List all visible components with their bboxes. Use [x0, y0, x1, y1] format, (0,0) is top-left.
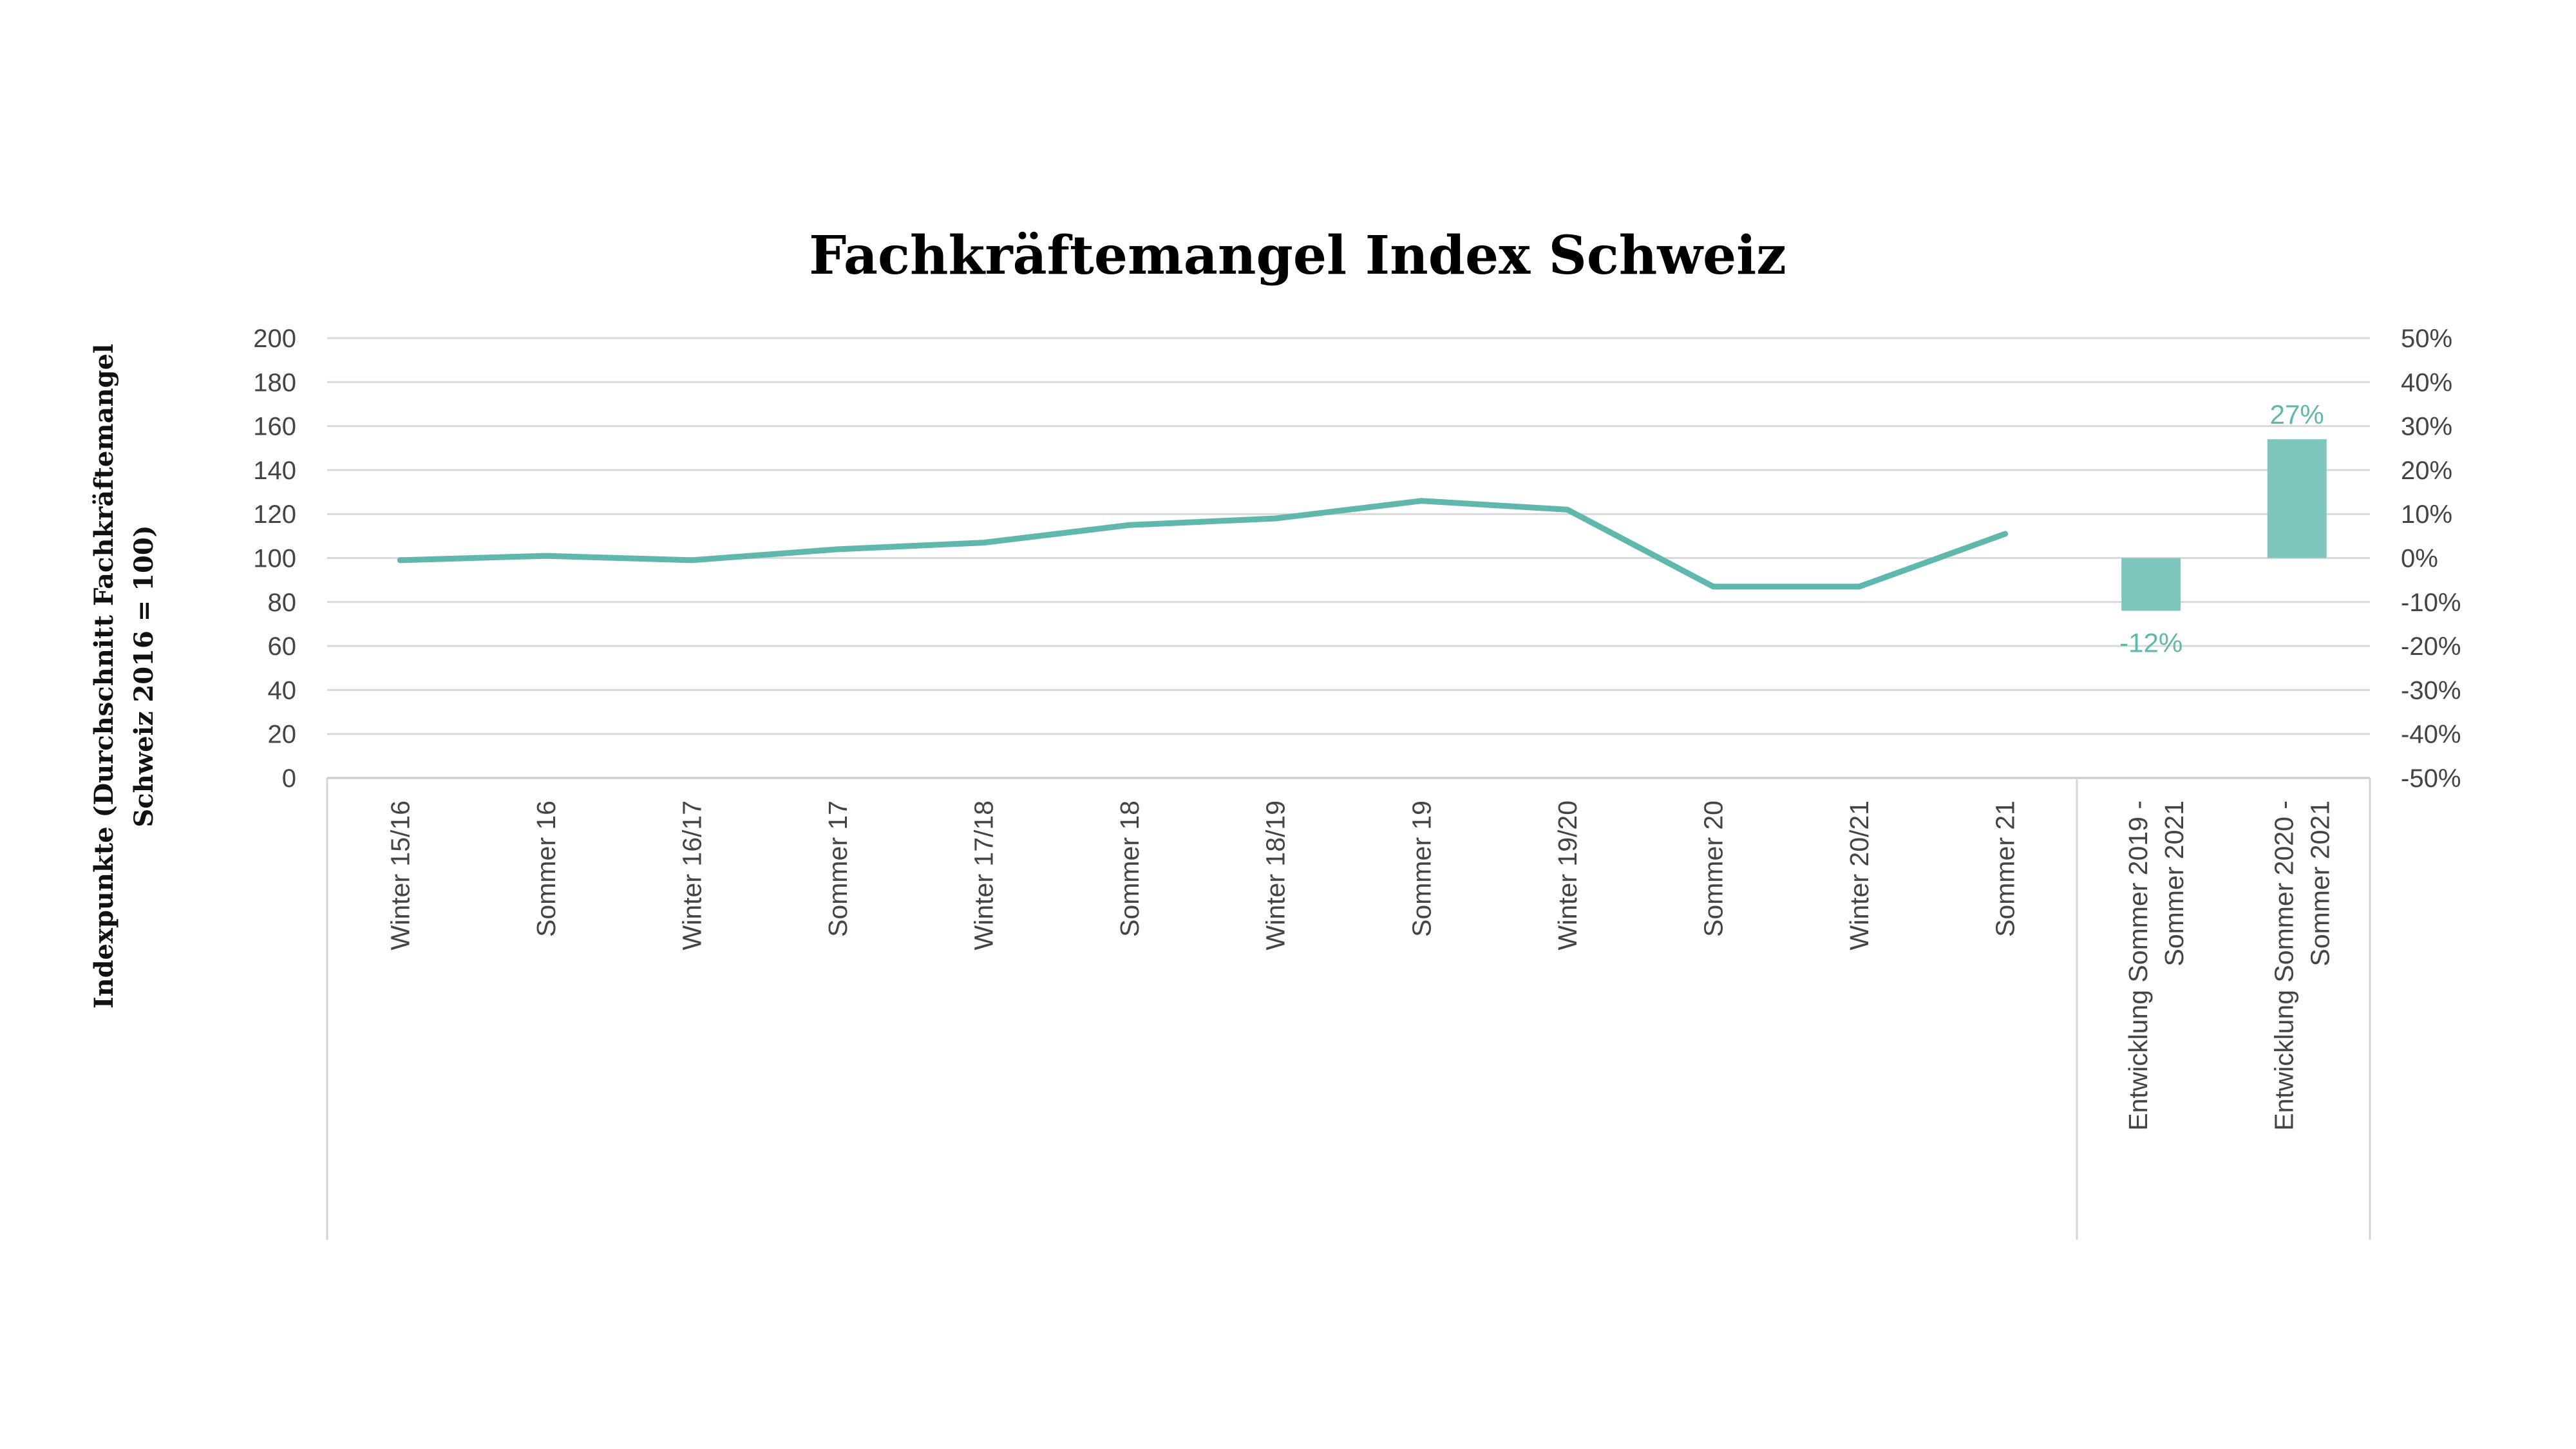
left-axis-ticks: 0 20 40 60 80 100 120 140 160 180 200: [253, 325, 296, 793]
y-tick-label: 80: [268, 589, 297, 617]
y-tick-label: 20: [268, 721, 297, 749]
category-label: Sommer 17: [823, 800, 853, 937]
bar-data-label: -12%: [2119, 627, 2183, 658]
category-label: Winter 16/17: [677, 800, 706, 950]
y-tick-label: 180: [253, 368, 296, 397]
y-axis-label-line-1: Indexpunkte (Durchschnitt Fachkräftemang…: [89, 344, 119, 1009]
category-label: Sommer 20: [1698, 800, 1728, 937]
y2-tick-label: 20%: [2401, 457, 2452, 485]
y2-tick-label: -40%: [2401, 721, 2461, 749]
category-label: Winter 18/19: [1261, 800, 1291, 950]
data-point: [2004, 533, 2006, 535]
category-frame: [326, 778, 2371, 1240]
y-tick-label: 160: [253, 413, 296, 441]
right-axis-ticks: -50% -40% -30% -20% -10% 0% 10% 20% 30% 40% 50%: [2401, 325, 2461, 793]
category-label: Winter 19/20: [1553, 800, 1582, 950]
change-bar: [2121, 558, 2181, 611]
y2-tick-label: -30%: [2401, 676, 2461, 705]
y2-tick-label: -10%: [2401, 589, 2461, 617]
y-tick-label: 60: [268, 632, 297, 661]
y2-tick-label: -20%: [2401, 632, 2461, 661]
bar-category-label: Sommer 2021: [2159, 800, 2189, 967]
data-point: [691, 559, 693, 561]
bar-category-label: Sommer 2021: [2306, 800, 2335, 967]
data-point: [837, 548, 838, 550]
category-label: Sommer 16: [531, 800, 561, 937]
chart-title: Fachkräftemangel Index Schweiz: [809, 225, 1786, 287]
data-point: [1859, 585, 1860, 587]
category-label: Sommer 19: [1406, 800, 1436, 937]
category-label: Sommer 21: [1991, 800, 2020, 937]
data-point: [545, 555, 547, 557]
y2-tick-label: 40%: [2401, 368, 2452, 397]
y2-tick-label: 30%: [2401, 413, 2452, 441]
change-bars: -12% 27%: [2119, 399, 2327, 658]
y-tick-label: 200: [253, 325, 296, 353]
y2-tick-label: 0%: [2401, 545, 2438, 573]
data-point: [399, 559, 401, 561]
category-label: Winter 15/16: [385, 800, 415, 950]
category-label: Winter 20/21: [1844, 800, 1874, 950]
category-label: Sommer 18: [1115, 800, 1144, 937]
index-series: [397, 498, 2009, 590]
y-tick-label: 0: [282, 764, 296, 793]
y2-tick-label: -50%: [2401, 764, 2461, 793]
category-labels: Winter 15/16 Sommer 16 Winter 16/17 Sommer …: [385, 800, 2334, 1131]
y-tick-label: 40: [268, 676, 297, 705]
bar-category-label: Entwicklung Sommer 2019 -: [2123, 800, 2153, 1131]
y-axis-label: Indexpunkte (Durchschnitt Fachkräftemang…: [89, 344, 159, 1009]
bar-category-label: Entwicklung Sommer 2020 -: [2269, 800, 2299, 1131]
data-point: [1129, 524, 1131, 526]
bar-data-label: 27%: [2270, 399, 2324, 430]
change-bar: [2267, 439, 2327, 558]
data-point: [1421, 500, 1423, 502]
data-point: [1274, 518, 1276, 520]
data-point: [1712, 585, 1714, 587]
y-axis-label-line-2: Schweiz 2016 = 100): [129, 525, 159, 827]
data-point: [983, 542, 985, 544]
series-line: [397, 498, 2009, 590]
y-tick-label: 120: [253, 500, 296, 529]
category-label: Winter 17/18: [969, 800, 999, 950]
y-tick-label: 100: [253, 545, 296, 573]
y2-tick-label: 50%: [2401, 325, 2452, 353]
data-point: [1566, 509, 1568, 511]
y2-tick-label: 10%: [2401, 500, 2452, 529]
y-tick-label: 140: [253, 457, 296, 485]
